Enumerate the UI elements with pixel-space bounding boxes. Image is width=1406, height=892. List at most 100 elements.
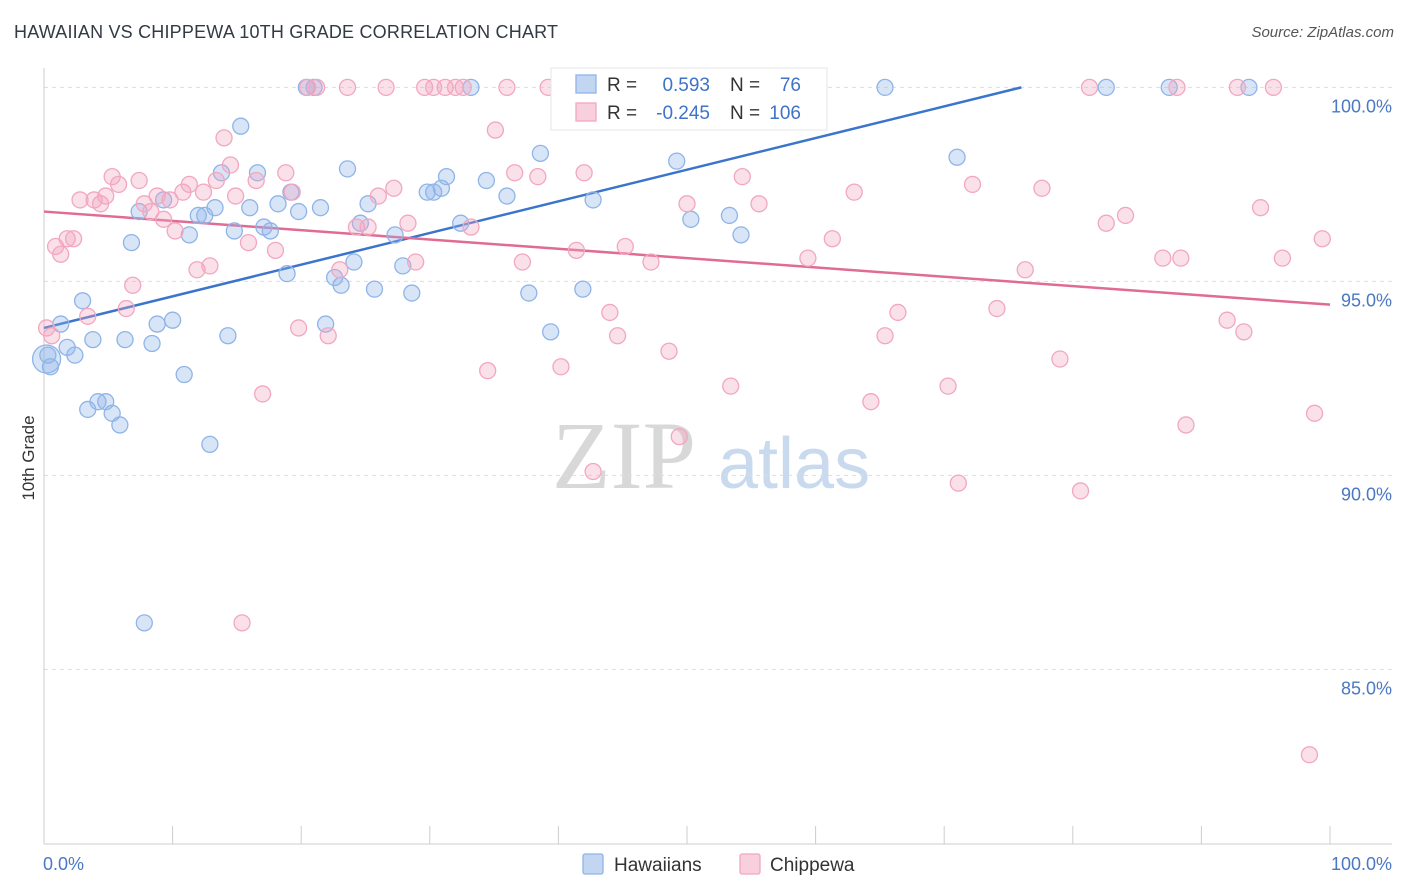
axes [43,68,1392,845]
hawaiians-point-43 [332,276,350,294]
hawaiians-point-60 [520,284,538,302]
hawaiians-point-61 [531,144,550,163]
hawaiians-point-2 [52,315,70,333]
hawaiians-point-28 [225,222,243,240]
hawaiians-point-62 [542,323,560,341]
chippewa-point-97 [1168,78,1186,97]
chippewa-point-51 [416,78,434,97]
legend-r-value-0: 0.593 [662,75,710,96]
chippewa-point-3 [52,245,70,263]
chippewa-point-37 [283,183,301,201]
hawaiians-point-72 [948,148,966,166]
hawaiians-point-48 [365,280,384,298]
hawaiians-point-21 [180,226,198,244]
hawaiians-point-69 [732,226,750,244]
hawaiians-point-68 [720,206,739,225]
data-points [31,78,1331,764]
legend-box [550,67,828,131]
chippewa-point-78 [750,195,768,213]
chippewa-point-60 [506,164,524,182]
hawaiians-point-40 [311,199,330,217]
bottom-legend-label-hawaiians: Hawaiians [614,855,702,876]
y-tick-label-0: 85.0% [1341,678,1392,698]
chippewa-point-77 [733,167,751,186]
watermark-atlas: atlas [718,424,870,504]
hawaiians-point-12 [116,330,134,349]
chippewa-point-58 [486,121,505,139]
chippewa-point-66 [575,164,593,182]
hawaiians-point-64 [584,191,602,209]
chippewa-point-33 [247,171,265,190]
chippewa-point-28 [215,129,233,147]
chippewa-point-94 [1097,214,1115,232]
chippewa-point-38 [289,319,308,337]
hawaiians-point-16 [143,334,161,353]
hawaiians-point-59 [498,187,516,205]
chippewa-point-32 [239,233,258,252]
chippewa-point-91 [1051,350,1069,368]
chippewa-point-73 [660,342,678,360]
chippewa-point-43 [338,78,357,97]
hawaiians-point-71 [876,78,894,97]
chippewa-point-40 [307,78,326,97]
chippewa-point-61 [513,253,532,271]
hawaiians-point-63 [574,280,592,298]
hawaiians-point-66 [668,152,686,170]
x-tick-label-0: 0.0% [43,854,84,874]
chippewa-point-49 [399,214,417,232]
chippewa-point-100 [1218,311,1236,329]
chippewa-point-107 [1305,404,1324,422]
hawaiians-point-58 [477,171,496,190]
chippewa-point-46 [369,187,388,205]
chippewa-point-56 [462,218,480,236]
chippewa-point-50 [407,253,425,271]
chippewa-point-47 [377,78,395,97]
chippewa-point-96 [1154,249,1172,267]
hawaiians-point-56 [452,214,470,232]
chippewa-point-88 [988,299,1006,318]
y-tick-label-1: 90.0% [1341,484,1392,504]
hawaiians-point-19 [163,311,182,329]
watermark: ZIP atlas [552,402,870,509]
hawaiians-point-20 [175,365,193,384]
chippewa-point-39 [298,78,317,97]
hawaiians-point-51 [403,284,421,302]
chippewa-point-13 [117,299,135,318]
watermark-zip: ZIP [552,402,696,509]
hawaiians-point-67 [682,210,700,228]
chippewa-point-41 [319,327,337,345]
chippewa-point-81 [845,183,863,201]
legend-r-label-0: R = [607,75,637,96]
chippewa-point-36 [277,164,295,182]
hawaiians-point-29 [232,117,250,135]
chippewa-point-67 [584,462,602,481]
chippewa-point-69 [608,327,627,345]
chippewa-point-89 [1016,261,1034,279]
chippewa-point-83 [876,327,894,345]
chippewa-point-1 [43,327,61,345]
chippewa-point-80 [823,230,841,248]
hawaiians-point-35 [278,264,296,283]
chippewa-point-74 [670,427,688,446]
legend-swatch-chippewa [575,102,597,122]
hawaiians-point-52 [418,183,436,201]
hawaiians-point-4 [66,346,84,364]
chippewa-point-108 [1313,230,1331,248]
chippewa-point-103 [1251,199,1270,217]
x-tick-labels: 0.0% 100.0% [43,854,1392,874]
chippewa-point-106 [1300,746,1319,764]
chippewa-point-45 [359,218,377,236]
chippewa-point-17 [142,202,160,221]
hawaiians-point-49 [386,226,404,244]
chippewa-point-57 [479,361,497,380]
chippewa-point-68 [601,303,619,322]
chippewa-point-87 [963,175,982,194]
chippewa-point-10 [97,187,115,205]
chippewa-point-12 [109,175,128,194]
chippewa-point-25 [194,183,213,201]
hawaiians-point-11 [111,416,129,434]
hawaiians-cluster-point [31,344,62,374]
legend-swatch-hawaiians [575,74,597,94]
bottom-legend-swatch-hawaiians [582,853,604,875]
chippewa-point-18 [148,187,166,205]
